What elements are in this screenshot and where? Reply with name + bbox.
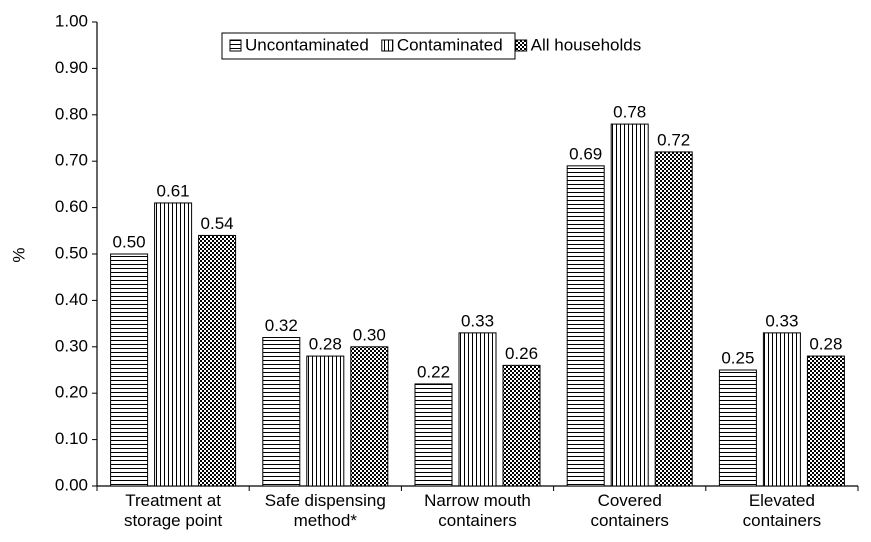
y-tick-label: 0.20 — [55, 383, 88, 402]
x-tick-label: Elevated containers — [743, 491, 821, 530]
y-tick-label: 0.30 — [55, 336, 88, 355]
data-label: 0.33 — [765, 311, 798, 330]
x-tick-label-line: Elevated — [749, 491, 815, 510]
bar — [654, 151, 693, 487]
y-tick-label: 0.70 — [55, 151, 88, 170]
legend-label: Uncontaminated — [245, 35, 369, 54]
data-label: 0.30 — [353, 325, 386, 344]
y-tick-label: 0.80 — [55, 104, 88, 123]
bar — [566, 165, 605, 487]
bar — [414, 383, 453, 487]
y-tick-label: 0.10 — [55, 429, 88, 448]
data-label: 0.22 — [417, 362, 450, 381]
bar — [110, 253, 149, 487]
y-tick-label: 0.60 — [55, 197, 88, 216]
data-label: 0.69 — [569, 144, 602, 163]
x-tick-label: Treatment at storage point — [124, 491, 223, 530]
x-tick-label-line: Safe dispensing — [265, 491, 386, 510]
bar — [718, 369, 757, 487]
bar — [350, 346, 389, 487]
legend-swatch — [515, 39, 528, 52]
y-tick-label: 0.50 — [55, 243, 88, 262]
bar — [198, 234, 237, 487]
y-tick-label: 0.90 — [55, 58, 88, 77]
data-label: 0.33 — [461, 311, 494, 330]
data-label: 0.61 — [157, 181, 190, 200]
bar — [154, 202, 193, 487]
x-tick-label-line: containers — [438, 511, 516, 530]
bar — [502, 364, 541, 487]
x-tick-label-line: Treatment at — [125, 491, 221, 510]
y-tick-label: 1.00 — [55, 11, 88, 30]
data-label: 0.26 — [505, 344, 538, 363]
x-tick-label: Covered containers — [590, 491, 668, 530]
y-tick-label: 0.40 — [55, 290, 88, 309]
x-tick-label-line: containers — [590, 511, 668, 530]
x-tick-label-line: Covered — [598, 491, 662, 510]
bar — [762, 332, 801, 487]
legend-label: All households — [531, 35, 642, 54]
y-tick-label: 0.00 — [55, 475, 88, 494]
data-label: 0.78 — [613, 103, 646, 122]
x-tick-label: Safe dispensing method* — [265, 491, 386, 530]
bar — [806, 355, 845, 487]
data-label: 0.28 — [809, 335, 842, 354]
data-label: 0.54 — [201, 214, 234, 233]
y-axis-label: % — [9, 247, 28, 262]
x-tick-label: Narrow mouth containers — [424, 491, 531, 530]
legend — [221, 32, 516, 60]
bar — [262, 337, 301, 487]
legend-swatch — [381, 39, 394, 52]
x-tick-label-line: containers — [743, 511, 821, 530]
data-label: 0.28 — [309, 335, 342, 354]
data-label: 0.50 — [113, 232, 146, 251]
data-label: 0.32 — [265, 316, 298, 335]
data-label: 0.25 — [721, 348, 754, 367]
legend-swatch — [229, 39, 242, 52]
bar — [458, 332, 497, 487]
legend-label: Contaminated — [397, 35, 503, 54]
bar — [306, 355, 345, 487]
data-label: 0.72 — [657, 130, 690, 149]
x-tick-label-line: storage point — [124, 511, 223, 530]
x-tick-label-line: method* — [294, 511, 358, 530]
x-tick-label-line: Narrow mouth — [424, 491, 531, 510]
bar — [610, 123, 649, 487]
